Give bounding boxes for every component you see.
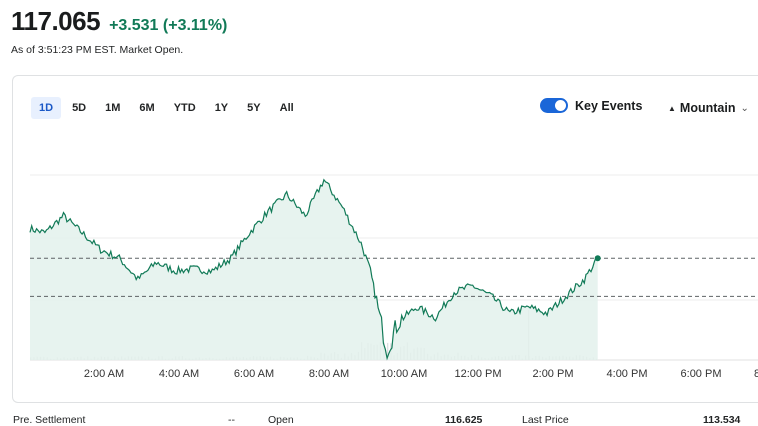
price-change: +3.531 (+3.11%) [109,17,228,34]
range-button-6m[interactable]: 6M [139,102,155,114]
range-button-1d[interactable]: 1D [31,97,62,119]
x-tick-label: 10:00 AM [381,368,427,380]
price-area [30,179,598,360]
quote-header: 117.065 +3.531 (+3.11%) [11,6,227,37]
pre-settlement-value: -- [228,414,235,426]
x-tick-label: 12:00 PM [454,368,501,380]
mountain-icon: ▲ [668,103,676,113]
volume-bar [387,342,389,360]
key-events-label: Key Events [575,98,643,113]
range-selector: 1D 5D 1M 6M YTD 1Y 5Y All [31,97,305,119]
chevron-down-icon: ⌄ [740,102,749,114]
open-value: 116.625 [445,414,483,426]
x-tick-label: 2:00 AM [84,368,124,380]
key-events-control[interactable]: Key Events [540,98,642,113]
last-price-label: Last Price [522,414,569,426]
x-tick-label: 6:00 AM [234,368,274,380]
last-price-value: 113.534 [703,414,741,426]
price-line [29,178,598,361]
range-button-5y[interactable]: 5Y [247,102,261,114]
chart-style-label: Mountain [679,101,736,115]
x-tick-label: 2:00 PM [533,368,574,380]
range-button-ytd[interactable]: YTD [173,102,196,114]
range-button-1m[interactable]: 1M [105,102,121,114]
open-label: Open [268,414,294,426]
last-price-dot[interactable] [594,255,601,262]
x-tick-label: 4:00 AM [159,368,199,380]
key-events-toggle[interactable] [540,98,568,113]
range-button-all[interactable]: All [279,102,294,114]
x-tick-label: 4:00 PM [607,368,648,380]
as-of-timestamp: As of 3:51:23 PM EST. Market Open. [11,44,184,56]
chart-style-dropdown[interactable]: ▲ Mountain ⌄ [668,101,749,115]
x-tick-label: 8:00 AM [309,368,349,380]
range-button-1y[interactable]: 1Y [214,102,229,114]
range-button-5d[interactable]: 5D [72,102,87,114]
price-chart[interactable]: 2:00 AM 4:00 AM 6:00 AM 8:00 AM 10:00 AM 12:0… [0,0,758,400]
x-tick-label: 8 [754,368,758,380]
x-tick-label: 6:00 PM [681,368,722,380]
current-price: 117.065 [11,6,101,36]
pre-settlement-label: Pre. Settlement [13,414,86,426]
